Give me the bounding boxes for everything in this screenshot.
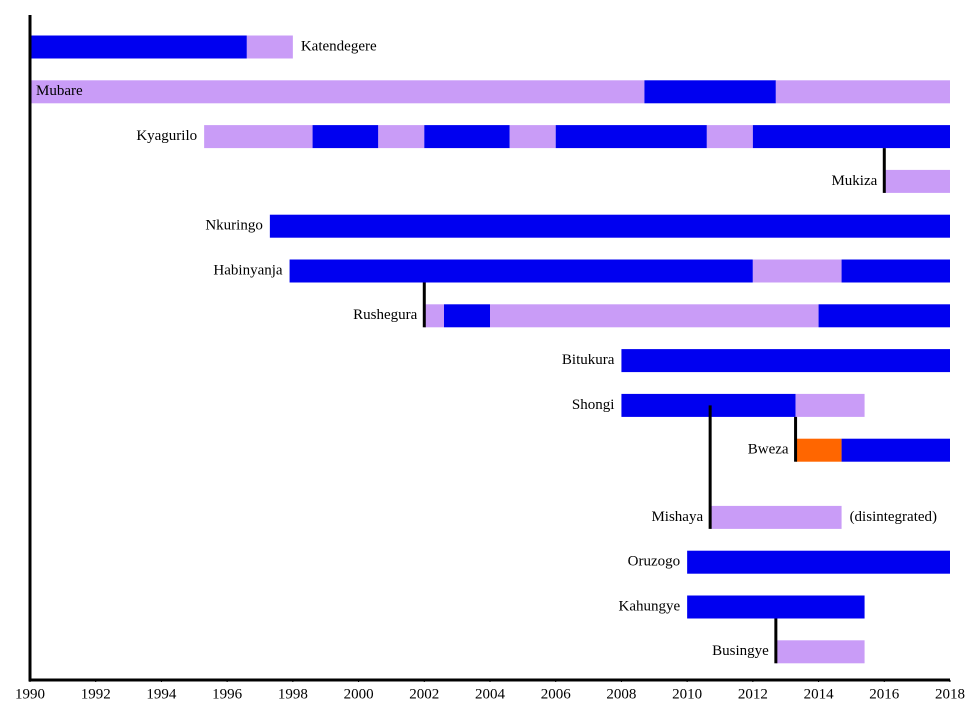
bar-segment (30, 80, 645, 104)
group-label: Busingye (712, 643, 769, 659)
group-label: Rushegura (353, 307, 417, 323)
bar-segment (424, 125, 510, 149)
bar-segment (490, 304, 819, 328)
bar-segment (424, 304, 444, 328)
x-tick-label: 2016 (869, 686, 900, 702)
group-label: Kahungye (618, 598, 680, 614)
x-tick-label: 2012 (738, 686, 768, 702)
x-tick-label: 2002 (409, 686, 439, 702)
bar-segment (621, 349, 950, 373)
bar-segment (841, 438, 950, 462)
x-tick-label: 1998 (278, 686, 308, 702)
x-tick-label: 2000 (344, 686, 374, 702)
bar-segment (710, 505, 842, 529)
group-note: (disintegrated) (850, 509, 937, 525)
bar-segment (752, 259, 842, 283)
x-tick-label: 2010 (672, 686, 702, 702)
bar-segment (269, 214, 950, 238)
bar-segment (644, 80, 776, 104)
x-tick-label: 1994 (146, 686, 177, 702)
x-tick-label: 2004 (475, 686, 506, 702)
group-label: Shongi (572, 397, 615, 413)
bar-segment (884, 169, 950, 193)
x-tick-label: 2008 (606, 686, 636, 702)
group-label: Bweza (748, 442, 789, 458)
bar-segment (841, 259, 950, 283)
bar-segment (795, 393, 865, 417)
group-label: Kyagurilo (136, 128, 197, 144)
bar-segment (509, 125, 556, 149)
bar-segment (246, 35, 293, 59)
bar-segment (30, 35, 247, 59)
bar-segment (775, 80, 950, 104)
bar-segment (818, 304, 950, 328)
group-label: Nkuringo (205, 218, 263, 234)
bar-segment (775, 640, 865, 664)
bar-segment (621, 393, 796, 417)
group-label: Mukiza (831, 173, 877, 189)
x-tick-label: 1996 (212, 686, 243, 702)
x-tick-label: 2014 (804, 686, 835, 702)
x-tick-label: 1992 (81, 686, 111, 702)
group-label: Mishaya (651, 509, 703, 525)
x-tick-label: 1990 (15, 686, 45, 702)
bar-segment (687, 550, 950, 574)
group-label: Katendegere (301, 38, 377, 54)
bar-segment (204, 125, 313, 149)
bar-segment (555, 125, 707, 149)
bar-segment (752, 125, 950, 149)
x-tick-label: 2018 (935, 686, 965, 702)
group-label: Bitukura (562, 352, 615, 368)
bar-segment (795, 438, 842, 462)
x-tick-label: 2006 (541, 686, 572, 702)
bar-segment (378, 125, 425, 149)
group-label: Oruzogo (628, 554, 681, 570)
bar-segment (444, 304, 490, 328)
bar-segment (687, 595, 865, 619)
bar-segment (706, 125, 753, 149)
group-label: Mubare (36, 83, 83, 99)
bar-segment (312, 125, 379, 149)
bar-segment (289, 259, 753, 283)
group-label: Habinyanja (213, 262, 282, 278)
